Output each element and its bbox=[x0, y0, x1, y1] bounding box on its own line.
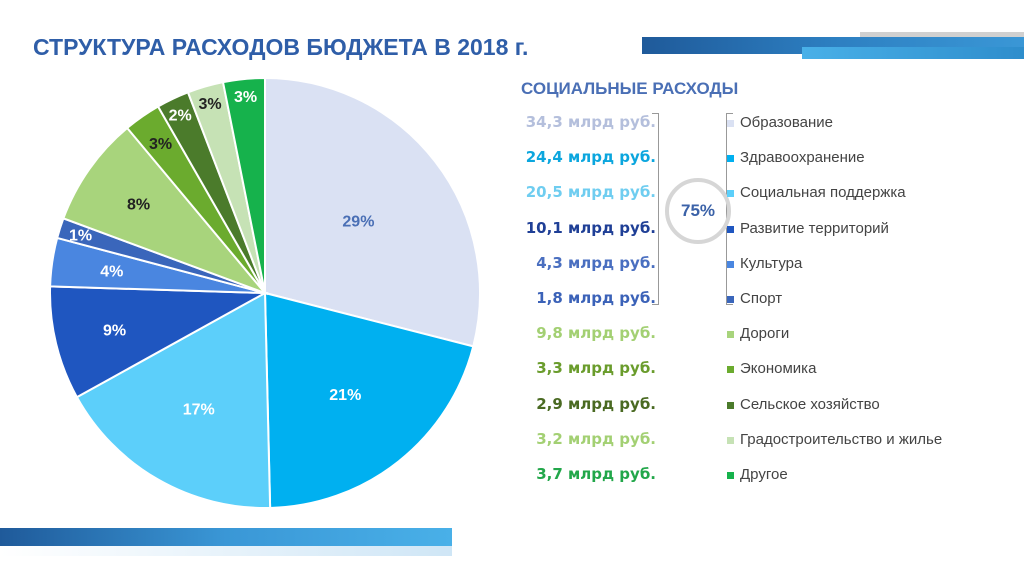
value-label: 4,3 млрд руб. bbox=[536, 253, 656, 272]
value-label: 3,2 млрд руб. bbox=[536, 429, 656, 448]
legend-swatch-icon bbox=[727, 225, 734, 233]
legend-label: Образование bbox=[740, 114, 833, 131]
legend-item: Здравоохранение bbox=[727, 149, 865, 167]
legend-label: Сельское хозяйство bbox=[740, 395, 880, 413]
legend-label: Социальная поддержка bbox=[740, 184, 906, 202]
bracket bbox=[652, 113, 659, 305]
legend-swatch-icon bbox=[727, 120, 734, 127]
legend-item: Градостроительство и жилье bbox=[727, 430, 943, 448]
legend-label: Здравоохранение bbox=[740, 149, 865, 167]
legend-swatch-icon bbox=[727, 190, 734, 198]
legend-swatch-icon bbox=[727, 260, 734, 268]
legend-swatch-icon bbox=[727, 436, 734, 444]
legend-swatch-icon bbox=[727, 331, 734, 339]
legend-swatch-icon bbox=[727, 472, 734, 479]
value-label: 34,3 млрд руб. bbox=[525, 113, 656, 131]
legend-label: Культура bbox=[740, 254, 803, 272]
value-label: 9,8 млрд руб. bbox=[536, 324, 656, 343]
slice-percent-label: 3% bbox=[234, 89, 257, 106]
legend-item: Спорт bbox=[727, 290, 783, 307]
pie-slice bbox=[263, 291, 475, 509]
slice-percent-label: 21% bbox=[329, 387, 361, 404]
legend-swatch-icon bbox=[727, 155, 734, 163]
slice-percent-label: 17% bbox=[183, 402, 215, 419]
slice-percent-label: 4% bbox=[100, 264, 123, 281]
legend-label: Развитие территорий bbox=[740, 219, 889, 237]
slice-percent-label: 3% bbox=[198, 96, 221, 113]
legend-label: Градостроительство и жилье bbox=[740, 430, 943, 448]
legend-swatch-icon bbox=[727, 366, 734, 374]
value-label: 20,5 млрд руб. bbox=[525, 183, 656, 202]
social-share-circle: 75% bbox=[665, 178, 731, 244]
legend-item: Сельское хозяйство bbox=[727, 395, 880, 413]
legend-item: Развитие территорий bbox=[727, 219, 889, 237]
legend-label: Другое bbox=[740, 466, 788, 483]
legend-item: Дороги bbox=[727, 325, 790, 343]
pie-slice bbox=[62, 126, 269, 296]
legend-item: Социальная поддержка bbox=[727, 184, 906, 202]
value-label: 24,4 млрд руб. bbox=[525, 148, 656, 167]
value-label: 3,3 млрд руб. bbox=[536, 359, 656, 378]
pie-slice bbox=[221, 76, 266, 294]
legend-swatch-icon bbox=[727, 296, 734, 303]
value-label: 1,8 млрд руб. bbox=[536, 289, 656, 307]
slice-percent-label: 1% bbox=[69, 228, 92, 245]
decor-bar bbox=[0, 546, 452, 556]
pie-slice bbox=[75, 291, 272, 509]
legend-label: Спорт bbox=[740, 290, 783, 307]
legend-item: Другое bbox=[727, 466, 788, 483]
slice-percent-label: 29% bbox=[342, 214, 374, 231]
legend-label: Экономика bbox=[740, 360, 817, 378]
legend-label: Дороги bbox=[740, 325, 790, 343]
legend-swatch-icon bbox=[727, 401, 734, 409]
slice-percent-label: 9% bbox=[103, 322, 126, 339]
value-label: 10,1 млрд руб. bbox=[525, 218, 656, 237]
legend-item: Культура bbox=[727, 254, 803, 272]
slice-percent-label: 8% bbox=[127, 197, 150, 214]
decor-bar bbox=[860, 32, 1024, 37]
slice-percent-label: 2% bbox=[169, 107, 192, 124]
legend-item: Образование bbox=[727, 114, 833, 131]
pie-slice bbox=[264, 76, 481, 348]
value-label: 3,7 млрд руб. bbox=[536, 465, 656, 483]
slice-percent-label: 3% bbox=[149, 136, 172, 153]
section-subtitle: СОЦИАЛЬНЫЕ РАСХОДЫ bbox=[521, 79, 739, 98]
value-label: 2,9 млрд руб. bbox=[536, 394, 656, 413]
page-title: СТРУКТУРА РАСХОДОВ БЮДЖЕТА В 2018 г. bbox=[33, 34, 529, 60]
legend-item: Экономика bbox=[727, 360, 817, 378]
pie-slice bbox=[49, 285, 269, 399]
decor-bar bbox=[802, 47, 1024, 59]
decor-bar bbox=[0, 528, 452, 546]
